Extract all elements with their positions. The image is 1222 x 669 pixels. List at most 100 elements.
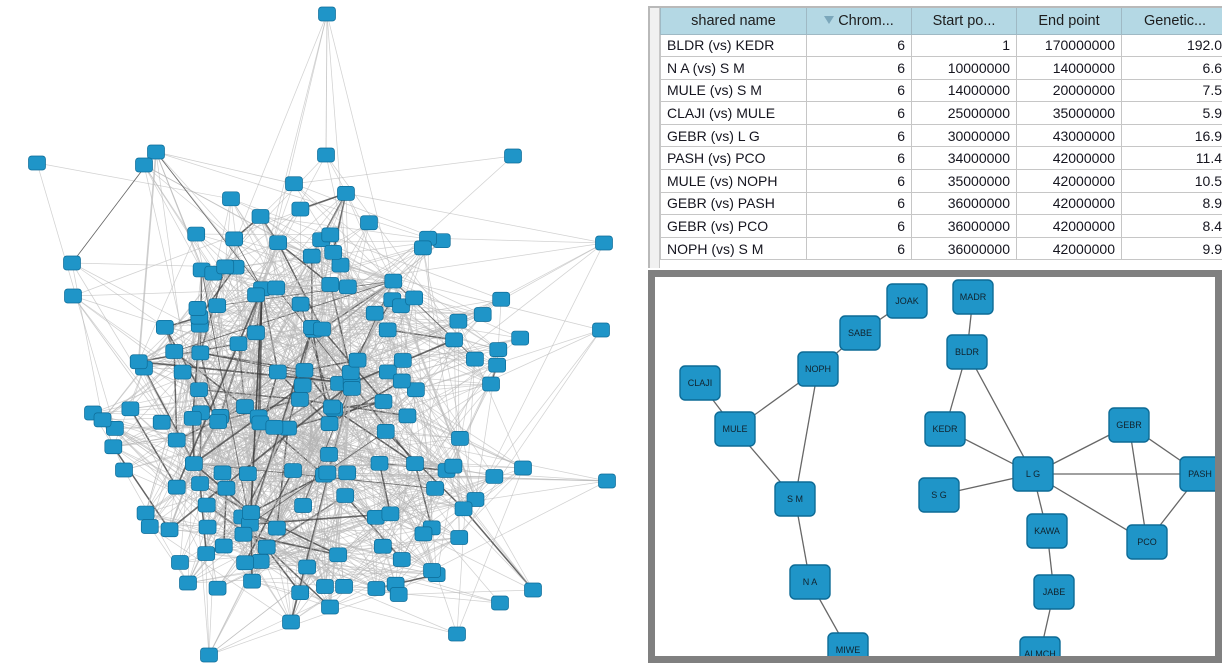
main-network-node-4[interactable] [135,157,153,173]
main-network-node-94[interactable] [320,447,338,462]
main-network-node-58[interactable] [374,538,392,554]
main-network-node-75[interactable] [294,498,312,513]
sub-network-node-almch[interactable]: ALMCH [1019,636,1061,656]
main-network-node-88[interactable] [370,455,389,471]
main-network-node-62[interactable] [187,226,206,242]
table-cell-chromosome[interactable]: 6 [806,236,912,261]
main-network-node-156[interactable] [129,354,148,370]
main-network-node-87[interactable] [155,319,174,335]
main-network-graph[interactable] [0,0,645,669]
main-network-node-167[interactable] [336,488,355,503]
sub-network-node-miwe[interactable]: MIWE [827,632,869,656]
main-network-node-121[interactable] [247,287,265,303]
main-network-node-107[interactable] [284,463,302,478]
table-cell-genetic[interactable]: 9.9 [1121,236,1222,261]
main-network-node-109[interactable] [376,424,395,439]
table-header-chromosome[interactable]: Chrom... [806,8,912,35]
main-network-node-78[interactable] [104,439,123,455]
main-network-node-101[interactable] [365,305,384,321]
table-cell-end_point[interactable]: 35000000 [1016,101,1122,125]
main-network-node-19[interactable] [64,288,82,304]
main-network-node-15[interactable] [598,473,616,489]
main-network-node-111[interactable] [165,344,184,359]
main-network-node-166[interactable] [378,322,397,338]
sub-network-node-sabe[interactable]: SABE [839,315,881,351]
table-header-start_point[interactable]: Start po... [911,8,1017,35]
main-network-node-162[interactable] [295,363,314,378]
main-network-node-160[interactable] [213,465,232,481]
main-network-node-131[interactable] [239,466,257,482]
sub-network-node-sg[interactable]: S G [918,477,960,513]
main-network-node-158[interactable] [208,298,227,314]
table-cell-genetic[interactable]: 16.9 [1121,123,1222,148]
sub-network-node-claji[interactable]: CLAJI [679,365,721,401]
main-network-panel[interactable] [0,0,645,669]
main-network-node-119[interactable] [423,563,441,578]
main-network-node-30[interactable] [384,273,403,289]
main-network-node-163[interactable] [216,259,235,275]
sub-network-node-pash[interactable]: PASH [1179,456,1215,492]
main-network-node-151[interactable] [405,290,424,306]
main-network-node-81[interactable] [379,364,397,380]
table-cell-end_point[interactable]: 42000000 [1016,146,1122,171]
table-header-end_point[interactable]: End point [1016,8,1122,35]
main-network-node-64[interactable] [473,307,492,322]
table-cell-end_point[interactable]: 170000000 [1016,33,1122,58]
main-network-node-96[interactable] [450,530,469,545]
main-network-node-140[interactable] [511,330,530,346]
table-cell-start_point[interactable]: 25000000 [911,101,1017,125]
table-header-shared_name[interactable]: shared name [660,8,807,35]
table-cell-start_point[interactable]: 10000000 [911,56,1017,80]
main-network-node-159[interactable] [291,201,310,217]
table-cell-genetic[interactable]: 11.4 [1121,146,1222,171]
table-cell-start_point[interactable]: 35000000 [911,169,1017,193]
sub-network-node-gebr[interactable]: GEBR [1108,407,1150,443]
main-network-node-46[interactable] [236,399,254,414]
main-network-node-104[interactable] [324,244,343,260]
sub-network-node-bldr[interactable]: BLDR [946,334,988,370]
main-network-node-60[interactable] [214,538,233,554]
main-network-node-112[interactable] [337,186,355,201]
sub-network-node-kedr[interactable]: KEDR [924,411,966,447]
main-network-node-25[interactable] [298,559,316,575]
main-network-node-129[interactable] [243,573,261,589]
main-network-node-86[interactable] [451,431,469,446]
main-network-node-69[interactable] [291,585,310,601]
table-cell-genetic[interactable]: 10.5 [1121,169,1222,193]
main-network-node-71[interactable] [268,364,287,380]
table-row[interactable]: PASH (vs) PCO 6 34000000 42000000 11.4 [660,146,1222,171]
sub-network-node-sm[interactable]: S M [774,481,816,517]
main-network-node-13[interactable] [491,595,509,611]
main-network-node-146[interactable] [374,394,393,409]
table-cell-shared_name[interactable]: MULE (vs) S M [660,78,807,103]
main-network-node-18[interactable] [63,255,81,271]
table-cell-chromosome[interactable]: 6 [806,169,912,193]
table-cell-end_point[interactable]: 42000000 [1016,169,1122,193]
main-network-node-21[interactable] [485,469,504,484]
main-network-node-80[interactable] [185,456,203,471]
table-cell-genetic[interactable]: 192.0 [1121,33,1222,58]
main-network-node-70[interactable] [136,505,155,521]
main-network-node-164[interactable] [492,291,511,307]
main-network-node-35[interactable] [121,401,140,417]
main-network-node-7[interactable] [200,647,218,663]
main-network-node-144[interactable] [444,458,463,474]
table-row[interactable]: GEBR (vs) L G 6 30000000 43000000 16.9 [660,123,1222,148]
table-cell-end_point[interactable]: 42000000 [1016,191,1122,216]
main-network-node-9[interactable] [448,626,466,642]
table-cell-chromosome[interactable]: 6 [806,78,912,103]
main-network-node-1[interactable] [317,147,335,163]
table-cell-shared_name[interactable]: PASH (vs) PCO [660,146,807,171]
table-cell-genetic[interactable]: 8.9 [1121,191,1222,216]
table-cell-shared_name[interactable]: NOPH (vs) S M [660,236,807,261]
main-network-node-45[interactable] [257,539,276,555]
edge-table[interactable]: shared name Chrom... Start po... End point G… [660,8,1222,261]
main-network-node-67[interactable] [167,432,186,448]
table-cell-end_point[interactable]: 43000000 [1016,123,1122,148]
main-network-node-157[interactable] [140,519,159,534]
main-network-node-3[interactable] [28,155,46,171]
main-network-node-36[interactable] [173,364,192,380]
main-network-node-2[interactable] [147,144,165,160]
